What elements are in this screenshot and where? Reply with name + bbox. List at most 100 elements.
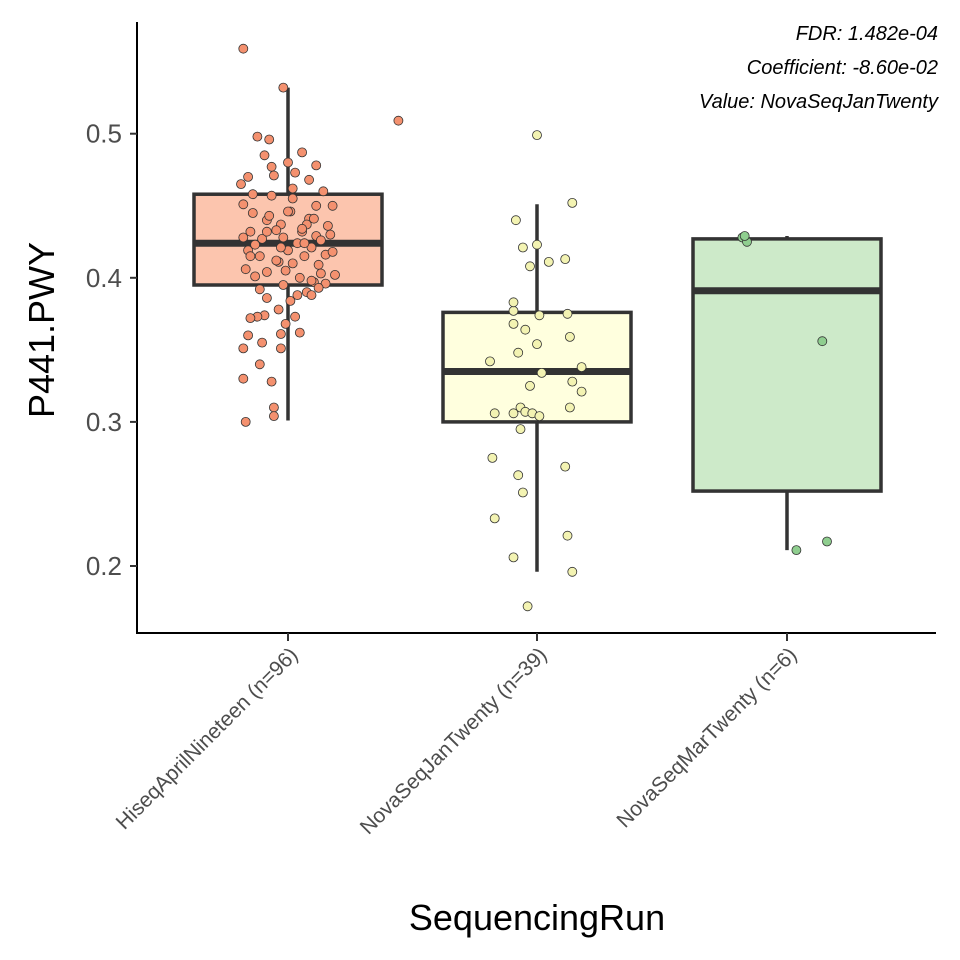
data-point xyxy=(485,356,495,367)
data-point xyxy=(278,280,289,290)
data-point xyxy=(275,343,286,354)
y-tick-label: 0.4 xyxy=(86,263,122,293)
data-point xyxy=(534,411,545,422)
data-point xyxy=(280,265,291,276)
data-point xyxy=(567,197,578,208)
data-point xyxy=(562,308,573,319)
data-point xyxy=(513,347,524,358)
data-point xyxy=(322,220,333,231)
data-point xyxy=(306,242,317,253)
data-point xyxy=(560,461,571,472)
data-point xyxy=(268,411,279,422)
data-point xyxy=(327,246,338,257)
data-point xyxy=(299,238,310,249)
y-tick-label: 0.5 xyxy=(86,119,122,149)
annotation-fdr: FDR: 1.482e-04 xyxy=(796,23,938,45)
data-point xyxy=(508,552,519,563)
data-point xyxy=(313,282,324,293)
data-point xyxy=(254,359,265,370)
data-point xyxy=(532,239,542,250)
data-point xyxy=(250,271,261,282)
data-point xyxy=(320,278,331,289)
data-point xyxy=(238,43,249,54)
y-axis-title: P441.PWY xyxy=(21,242,62,418)
data-point xyxy=(240,416,251,427)
data-point xyxy=(562,530,573,541)
y-tick-label: 0.3 xyxy=(86,407,122,437)
data-point xyxy=(285,295,296,306)
data-point xyxy=(266,376,277,387)
data-point xyxy=(508,305,519,316)
data-point xyxy=(268,170,279,181)
data-point xyxy=(739,231,750,241)
data-point xyxy=(238,343,249,354)
box-group-3 xyxy=(691,231,883,555)
data-point xyxy=(297,147,308,158)
x-axis-title: SequencingRun xyxy=(409,897,665,938)
data-point xyxy=(515,424,526,435)
data-point xyxy=(245,313,256,324)
data-point xyxy=(513,470,524,481)
data-point xyxy=(536,367,547,378)
data-point xyxy=(525,261,535,272)
data-point xyxy=(257,233,268,244)
data-point xyxy=(275,329,286,339)
y-tick-label: 0.2 xyxy=(86,551,122,581)
data-point xyxy=(261,293,272,303)
data-point xyxy=(252,131,263,142)
x-tick-label: NovaSeqMarTwenty (n=6) xyxy=(612,643,801,832)
data-point xyxy=(518,487,528,498)
data-point xyxy=(567,376,578,387)
data-point xyxy=(245,251,256,262)
data-point xyxy=(294,327,305,338)
data-point xyxy=(313,259,324,270)
data-point xyxy=(306,275,317,286)
data-point xyxy=(511,215,521,226)
box-group-2 xyxy=(441,130,633,612)
data-point xyxy=(264,210,275,221)
box-group-1 xyxy=(192,43,404,427)
data-point xyxy=(273,304,284,315)
data-point xyxy=(308,213,319,224)
data-point xyxy=(304,174,315,185)
data-point xyxy=(287,193,298,204)
data-point xyxy=(576,362,587,373)
data-point xyxy=(271,255,282,266)
data-point xyxy=(264,134,275,145)
data-point xyxy=(315,235,326,246)
data-point xyxy=(327,200,338,211)
data-point xyxy=(520,324,531,335)
data-point xyxy=(543,256,554,267)
y-axis-ticks: 0.2 0.3 0.4 0.5 xyxy=(86,119,137,581)
data-point xyxy=(254,284,265,295)
data-point xyxy=(290,311,301,322)
data-point xyxy=(522,601,533,612)
data-point xyxy=(271,225,282,236)
data-point xyxy=(287,183,298,194)
data-point xyxy=(817,336,828,347)
data-point xyxy=(283,157,293,168)
data-point xyxy=(275,242,286,253)
data-point xyxy=(280,318,291,329)
data-point xyxy=(292,290,303,301)
data-point xyxy=(294,272,305,283)
data-point xyxy=(247,208,258,218)
data-point xyxy=(565,331,575,342)
data-point xyxy=(266,161,277,172)
data-point xyxy=(243,330,254,341)
box-iqr xyxy=(441,310,633,424)
data-point xyxy=(534,310,545,321)
data-point xyxy=(791,545,802,555)
data-point xyxy=(311,160,322,171)
data-point xyxy=(576,386,587,397)
data-point xyxy=(325,229,336,240)
plot-area xyxy=(192,43,883,612)
annotation-coefficient: Coefficient: -8.60e-02 xyxy=(747,57,938,79)
data-point xyxy=(236,179,246,190)
data-point xyxy=(238,232,249,243)
data-point xyxy=(489,408,500,419)
data-point xyxy=(565,402,575,413)
data-point xyxy=(532,339,542,350)
data-point xyxy=(268,402,279,413)
